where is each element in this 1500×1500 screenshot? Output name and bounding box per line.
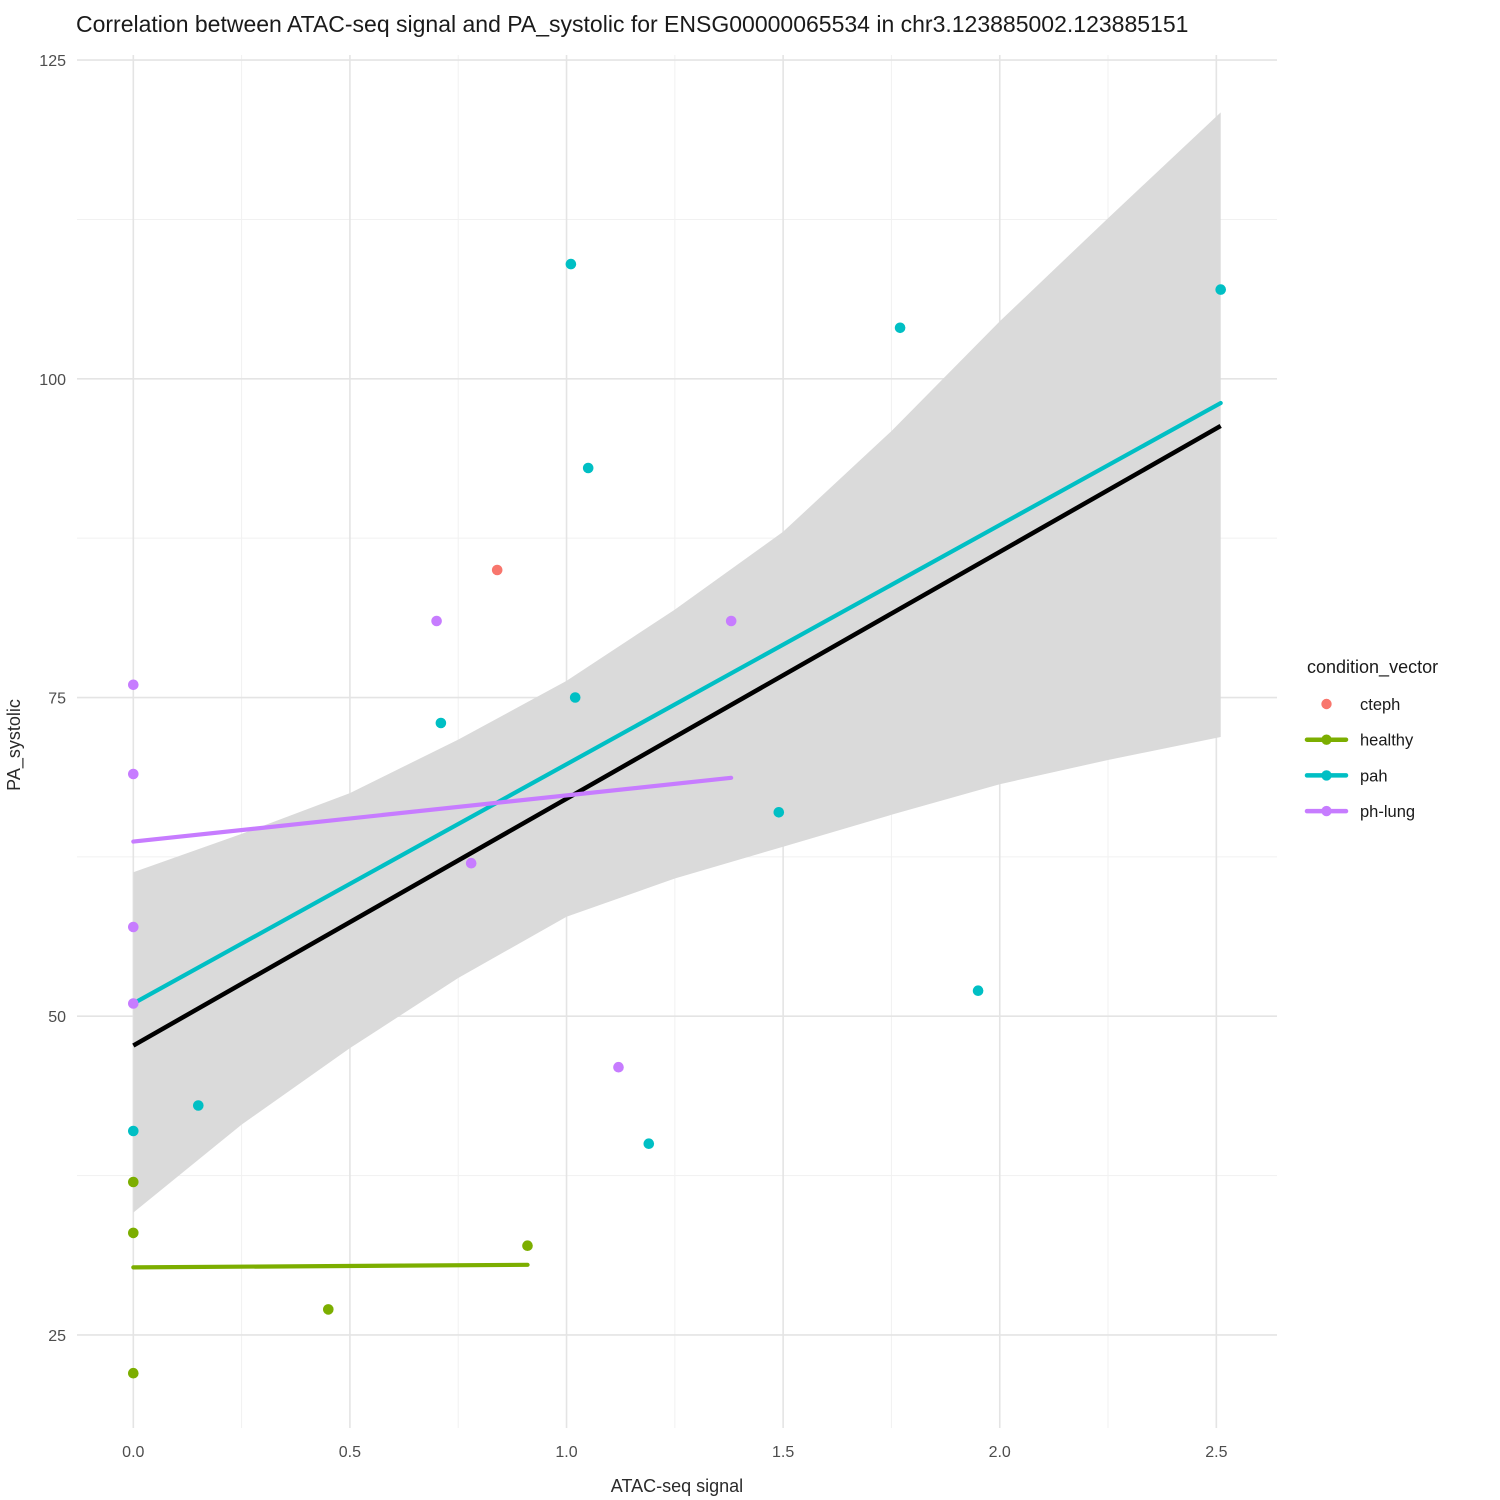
data-points	[128, 258, 1226, 1379]
x-tick-label: 0.5	[339, 1444, 361, 1461]
point-pah	[972, 985, 984, 996]
point-healthy	[323, 1304, 334, 1315]
legend-title: condition_vector	[1307, 657, 1438, 678]
point-ph-lung	[725, 615, 737, 627]
point-ph-lung	[128, 679, 139, 691]
legend: condition_vector cteph healthy pah ph-lung	[1304, 657, 1438, 821]
x-tick-label: 2.0	[989, 1444, 1011, 1461]
x-tick-label: 1.5	[772, 1444, 794, 1461]
legend-label-cteph: cteph	[1360, 696, 1400, 714]
x-axis-title: ATAC-seq signal	[611, 1476, 743, 1496]
regression-line-ph-lung	[131, 775, 734, 844]
legend-key-dot-healthy	[1321, 734, 1332, 745]
legend-item-cteph: cteph	[1321, 696, 1400, 714]
point-healthy	[128, 1227, 139, 1239]
legend-item-ph-lung: ph-lung	[1304, 803, 1415, 821]
overall-trend-line	[132, 424, 1222, 1048]
confidence-ribbon-area	[133, 112, 1221, 1213]
x-tick-label: 2.5	[1205, 1444, 1227, 1461]
y-tick-label: 100	[39, 372, 66, 389]
legend-items: cteph healthy pah ph-lung	[1304, 696, 1415, 821]
point-healthy	[128, 1367, 139, 1379]
point-pah	[894, 322, 906, 334]
y-tick-label: 50	[48, 1009, 66, 1026]
point-pah	[193, 1100, 204, 1111]
point-ph-lung	[128, 998, 139, 1009]
y-tick-label: 75	[48, 691, 66, 708]
x-axis-tick-labels: 0.0 0.5 1.0 1.5 2.0 2.5	[122, 1444, 1227, 1461]
point-ph-lung	[613, 1061, 624, 1073]
point-pah	[643, 1138, 655, 1149]
point-healthy	[128, 1176, 139, 1188]
legend-label-ph-lung: ph-lung	[1360, 803, 1415, 821]
point-pah	[128, 1125, 139, 1137]
point-pah	[582, 462, 594, 474]
point-pah	[435, 717, 447, 729]
legend-item-healthy: healthy	[1304, 732, 1414, 750]
legend-label-healthy: healthy	[1360, 732, 1414, 750]
point-ph-lung	[128, 921, 139, 933]
x-tick-label: 1.0	[555, 1444, 577, 1461]
plot-title: Correlation between ATAC-seq signal and …	[76, 11, 1188, 37]
x-tick-label: 0.0	[122, 1444, 144, 1461]
legend-key-dot-pah	[1321, 770, 1332, 781]
point-cteph	[491, 564, 503, 576]
point-pah	[1215, 284, 1226, 295]
point-pah	[773, 807, 785, 818]
point-ph-lung	[431, 615, 442, 627]
point-pah	[569, 692, 581, 703]
y-tick-label: 25	[48, 1328, 66, 1345]
legend-key-dot-ph-lung	[1321, 805, 1332, 817]
y-tick-label: 125	[39, 53, 66, 70]
y-axis-tick-labels: 25 50 75 100 125	[39, 53, 66, 1345]
point-ph-lung	[128, 768, 139, 780]
point-ph-lung	[465, 857, 477, 869]
trend-line-overall	[132, 424, 1222, 1048]
y-axis-title: PA_systolic	[4, 699, 25, 791]
point-healthy	[522, 1240, 533, 1251]
legend-label-pah: pah	[1360, 767, 1388, 785]
regression-line-healthy	[131, 1262, 530, 1270]
group-regression-lines	[131, 400, 1223, 1270]
confidence-ribbon	[133, 112, 1221, 1213]
regression-line-pah	[131, 400, 1223, 1006]
legend-key-dot-cteph	[1321, 698, 1332, 710]
point-pah	[565, 258, 577, 270]
legend-item-pah: pah	[1304, 767, 1388, 785]
